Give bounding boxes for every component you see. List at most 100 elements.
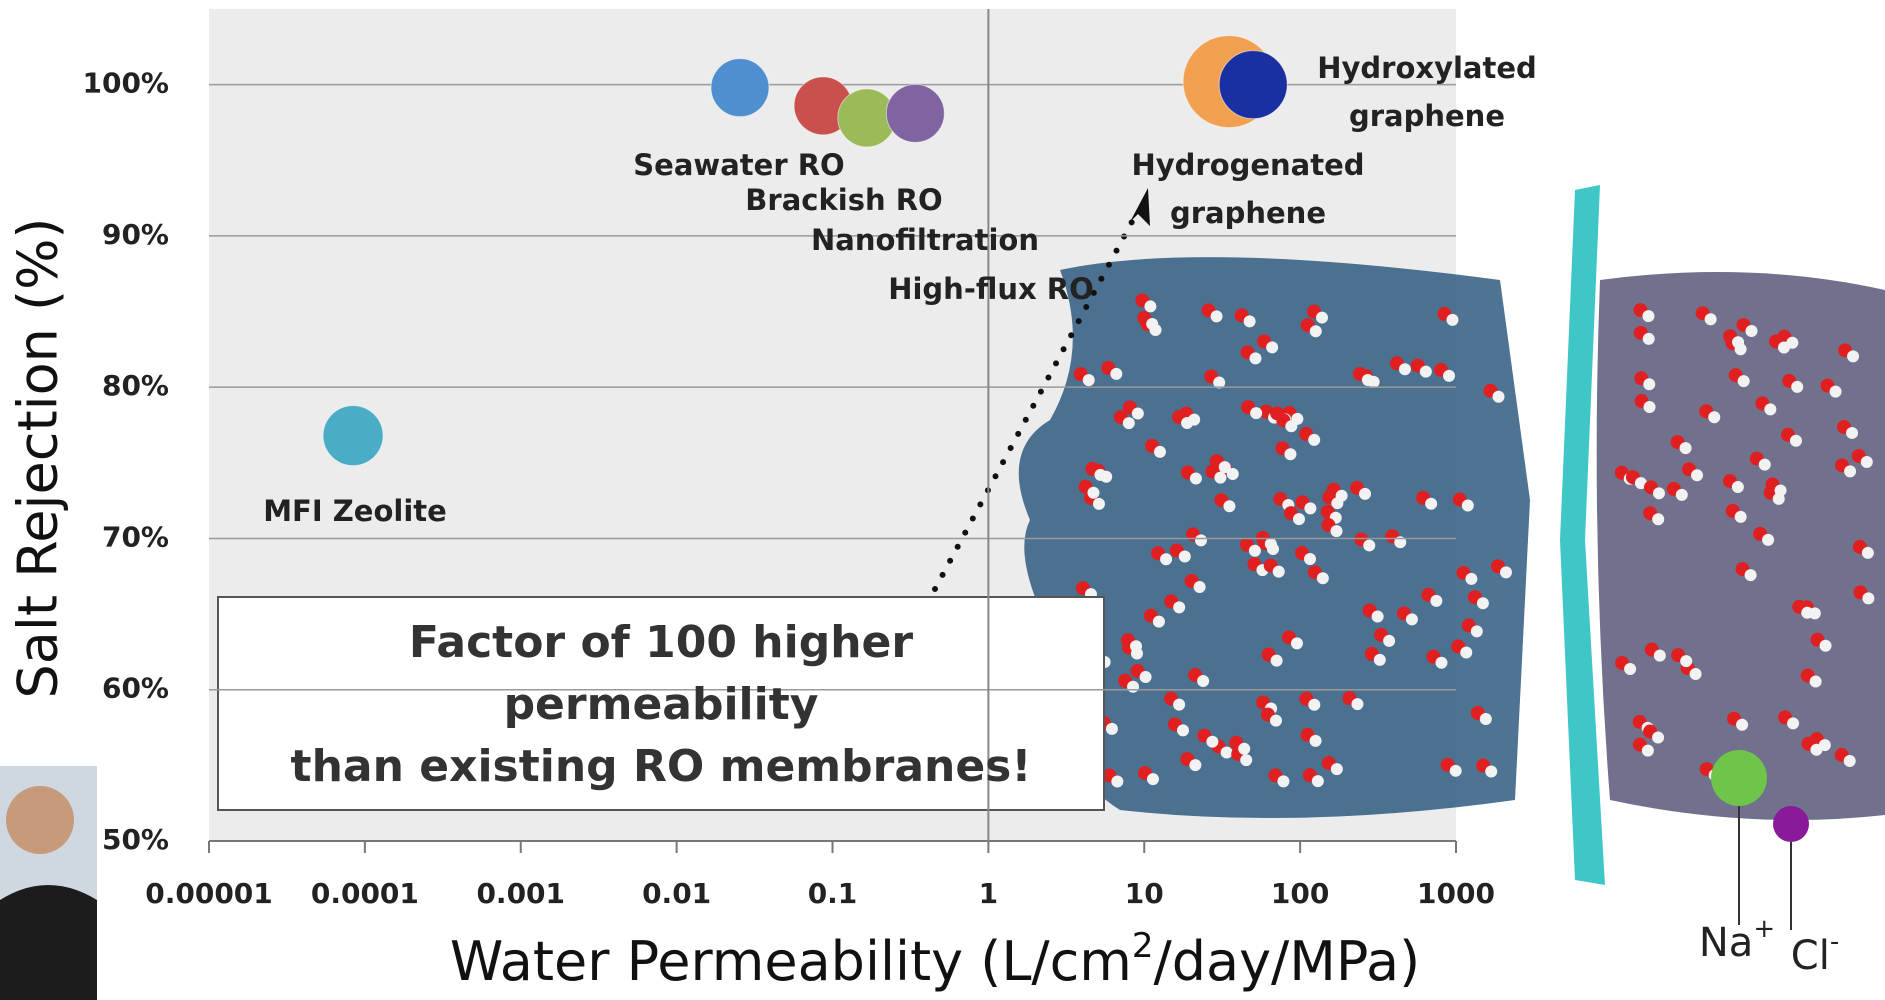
molecule-hydrogen	[1106, 723, 1118, 735]
molecule-hydrogen	[1310, 735, 1322, 747]
bubble	[711, 59, 769, 117]
molecule-hydrogen	[1336, 490, 1348, 502]
molecule-hydrogen	[1214, 472, 1226, 484]
molecule-hydrogen	[1443, 370, 1455, 382]
molecule-hydrogen	[1764, 403, 1776, 415]
molecule-hydrogen	[1291, 637, 1303, 649]
molecule-hydrogen	[1844, 755, 1856, 767]
molecule-hydrogen	[1363, 539, 1375, 551]
point-label: High-flux RO	[871, 265, 1111, 313]
molecule-hydrogen	[1847, 350, 1859, 362]
molecule-hydrogen	[1446, 314, 1458, 326]
molecule-hydrogen	[1094, 469, 1106, 481]
molecule-hydrogen	[1270, 715, 1282, 727]
molecule-hydrogen	[1652, 732, 1664, 744]
molecule-hydrogen	[1493, 391, 1505, 403]
molecule-hydrogen	[1153, 616, 1165, 628]
molecule-hydrogen	[1790, 435, 1802, 447]
molecule-hydrogen	[1477, 597, 1489, 609]
molecule-hydrogen	[1293, 513, 1305, 525]
molecule-hydrogen	[1173, 601, 1185, 613]
point-label: MFI Zeolite	[235, 487, 475, 535]
molecule-hydrogen	[1430, 595, 1442, 607]
molecule-hydrogen	[1844, 465, 1856, 477]
x-tick-label: 10	[1125, 877, 1164, 910]
molecule-hydrogen	[1735, 511, 1747, 523]
molecule-hydrogen	[1759, 459, 1771, 471]
molecule-hydrogen	[1738, 375, 1750, 387]
molecule-hydrogen	[1450, 765, 1462, 777]
molecule-hydrogen	[1173, 699, 1185, 711]
molecule-hydrogen	[1219, 461, 1231, 473]
annotation-text: permeability	[504, 679, 819, 730]
molecule-hydrogen	[1147, 773, 1159, 785]
molecule-hydrogen	[1179, 551, 1191, 563]
molecule-hydrogen	[1189, 759, 1201, 771]
molecule-hydrogen	[1680, 655, 1692, 667]
annotation-text: Factor of 100 higher	[409, 617, 913, 668]
x-axis-title: Water Permeability (L/cm2/day/MPa)	[450, 926, 1420, 993]
molecule-hydrogen	[1206, 736, 1218, 748]
molecule-hydrogen	[1425, 498, 1437, 510]
molecule-hydrogen	[1123, 417, 1135, 429]
molecule-hydrogen	[1181, 417, 1193, 429]
molecule-hydrogen	[1708, 411, 1720, 423]
molecule-hydrogen	[1244, 315, 1256, 327]
molecule-hydrogen	[1265, 538, 1277, 550]
molecule-hydrogen	[1644, 401, 1656, 413]
x-tick-label: 100	[1271, 877, 1329, 910]
bubble	[886, 84, 944, 142]
molecule-hydrogen	[1460, 646, 1472, 658]
molecule-hydrogen	[1127, 681, 1139, 693]
molecule-hydrogen	[1862, 547, 1874, 559]
molecule-hydrogen	[1277, 775, 1289, 787]
point-label: Hydrogenated graphene	[1118, 141, 1378, 237]
x-tick-label: 0.0001	[311, 877, 419, 910]
molecule-hydrogen	[1146, 318, 1158, 330]
annotation-text: than existing RO membranes!	[291, 741, 1032, 792]
molecule-hydrogen	[1643, 378, 1655, 390]
molecule-hydrogen	[1435, 657, 1447, 669]
molecule-hydrogen	[1240, 754, 1252, 766]
molecule-hydrogen	[1643, 333, 1655, 345]
molecule-hydrogen	[1820, 640, 1832, 652]
y-tick-label: 50%	[102, 823, 169, 856]
molecule-hydrogen	[1705, 313, 1717, 325]
molecule-hydrogen	[1471, 625, 1483, 637]
slide: Salt Rejection (%) Water Permeability (L…	[0, 0, 1885, 1000]
molecule-hydrogen	[1351, 698, 1363, 710]
x-axis-title-part: /day/MPa)	[1154, 930, 1421, 993]
molecule-hydrogen	[1846, 427, 1858, 439]
molecule-hydrogen	[1111, 775, 1123, 787]
molecule-hydrogen	[1810, 676, 1822, 688]
y-axis-title: Salt Rejection (%)	[7, 218, 70, 699]
molecule-hydrogen	[1238, 743, 1250, 755]
molecule-hydrogen	[1374, 654, 1386, 666]
molecule-hydrogen	[1624, 663, 1636, 675]
y-tick-label: 90%	[102, 218, 169, 251]
y-tick-label: 100%	[82, 67, 169, 100]
point-label: Hydroxylated graphene	[1297, 44, 1557, 140]
x-tick-label: 0.001	[476, 877, 565, 910]
molecule-hydrogen	[1308, 434, 1320, 446]
molecule-hydrogen	[1732, 336, 1744, 348]
molecule-hydrogen	[1420, 366, 1432, 378]
molecule-hydrogen	[1642, 310, 1654, 322]
molecule-hydrogen	[1110, 368, 1122, 380]
molecule-hydrogen	[1312, 775, 1324, 787]
x-axis-title-part: Water Permeability (L/cm	[450, 930, 1132, 993]
molecule-hydrogen	[1160, 553, 1172, 565]
molecule-hydrogen	[1775, 484, 1787, 496]
molecule-hydrogen	[1330, 525, 1342, 537]
x-axis-title-sup: 2	[1132, 926, 1154, 966]
molecule-hydrogen	[1372, 611, 1384, 623]
molecule-hydrogen	[1691, 469, 1703, 481]
molecule-hydrogen	[1690, 668, 1702, 680]
bubble	[1219, 51, 1287, 119]
molecule-hydrogen	[1654, 650, 1666, 662]
x-tick-label: 0.01	[642, 877, 711, 910]
molecule-hydrogen	[1304, 553, 1316, 565]
molecule-hydrogen	[1830, 386, 1842, 398]
x-tick-label: 0.00001	[145, 877, 273, 910]
molecule-hydrogen	[1093, 498, 1105, 510]
